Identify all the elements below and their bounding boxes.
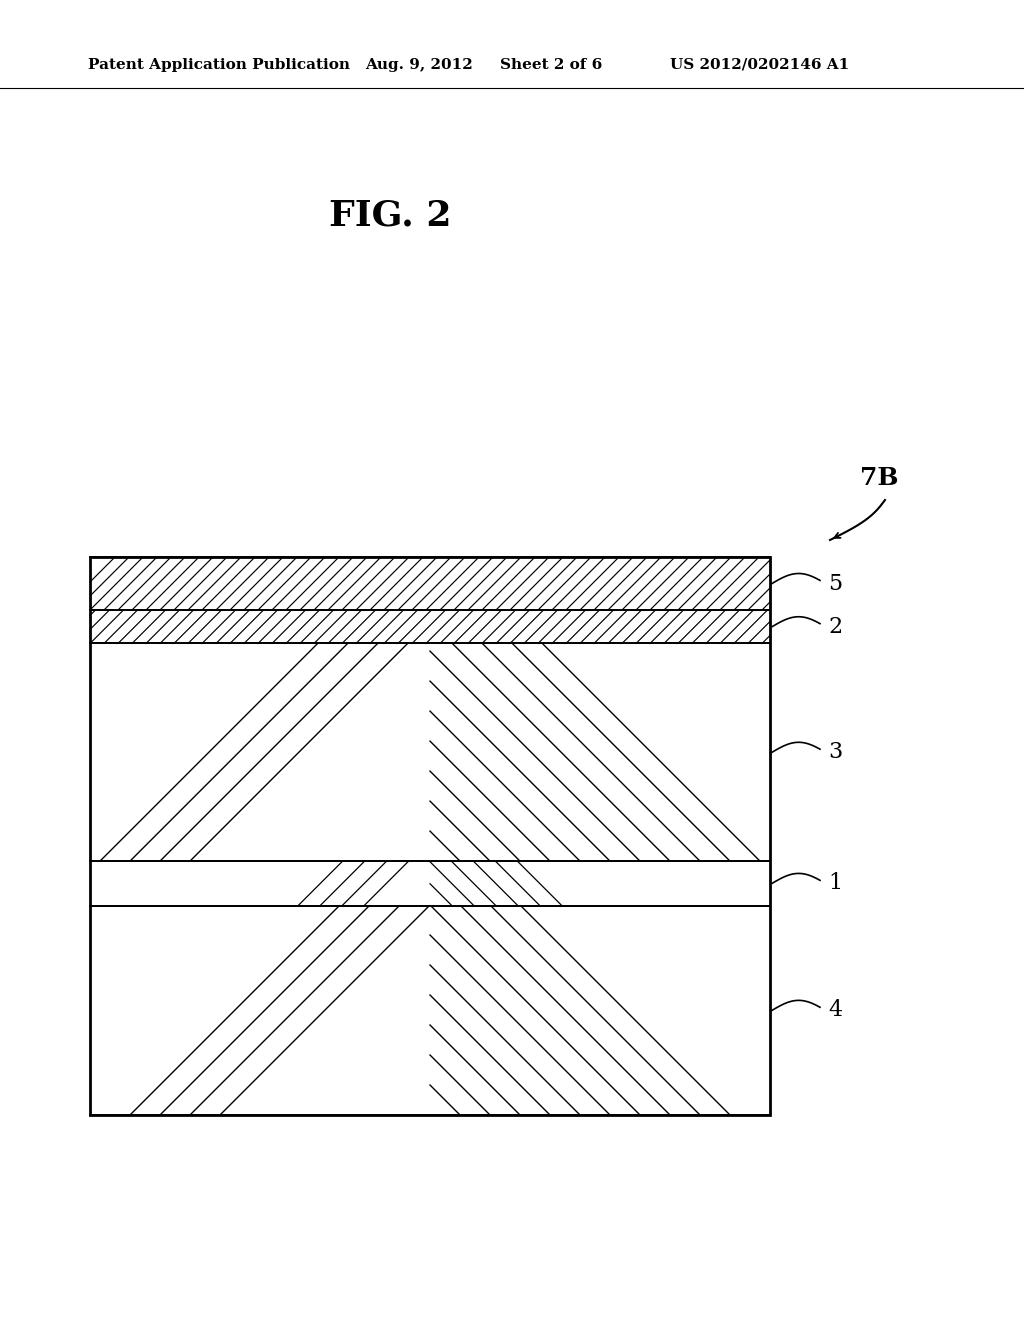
Text: US 2012/0202146 A1: US 2012/0202146 A1: [670, 58, 849, 73]
Bar: [90, 906, 770, 1115]
Text: Sheet 2 of 6: Sheet 2 of 6: [500, 58, 602, 73]
Text: Aug. 9, 2012: Aug. 9, 2012: [365, 58, 473, 73]
Text: 4: 4: [828, 999, 842, 1022]
Text: 2: 2: [828, 615, 842, 638]
Text: FIG. 2: FIG. 2: [329, 198, 452, 232]
Bar: [90, 557, 770, 610]
Text: 7B: 7B: [860, 466, 898, 490]
Bar: [90, 643, 770, 861]
Bar: [90, 861, 770, 906]
Text: 5: 5: [828, 573, 842, 594]
Text: 1: 1: [828, 873, 842, 895]
Bar: [90, 557, 770, 1115]
Text: 3: 3: [828, 742, 843, 763]
Bar: [90, 610, 770, 643]
Text: Patent Application Publication: Patent Application Publication: [88, 58, 350, 73]
